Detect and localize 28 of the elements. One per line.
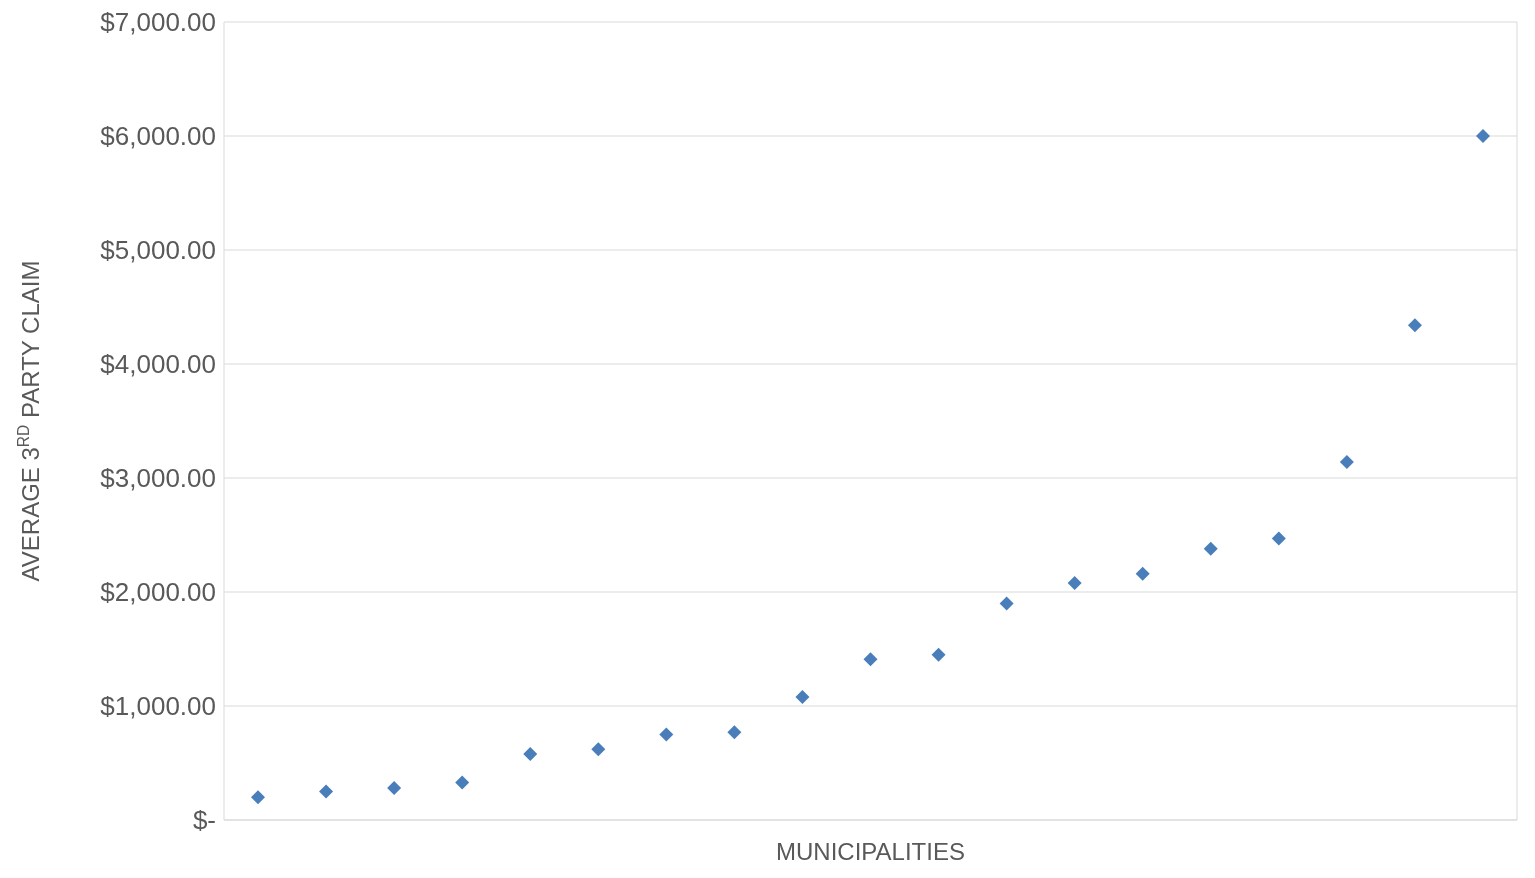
point <box>1203 541 1218 556</box>
y-tick-label: $1,000.00 <box>100 691 216 722</box>
point <box>387 781 402 796</box>
y-tick-label: $- <box>192 805 216 836</box>
point <box>455 775 470 790</box>
y-tick-label: $2,000.00 <box>100 577 216 608</box>
point <box>931 647 946 662</box>
x-axis-title: MUNICIPALITIES <box>776 838 965 865</box>
point <box>727 725 742 740</box>
point <box>1339 455 1354 470</box>
y-tick-label: $3,000.00 <box>100 463 216 494</box>
point <box>523 746 538 761</box>
point <box>1067 575 1082 590</box>
point <box>1407 318 1422 333</box>
point <box>591 742 606 757</box>
point <box>795 689 810 704</box>
y-tick-label: $6,000.00 <box>100 121 216 152</box>
point <box>999 596 1014 611</box>
y-tick-label: $7,000.00 <box>100 7 216 38</box>
point <box>319 784 334 799</box>
point <box>659 727 674 742</box>
point <box>863 652 878 667</box>
y-tick-label: $5,000.00 <box>100 235 216 266</box>
point <box>1135 566 1150 581</box>
point <box>251 790 266 805</box>
y-tick-label: $4,000.00 <box>100 349 216 380</box>
point <box>1475 129 1490 143</box>
point <box>1271 531 1286 546</box>
